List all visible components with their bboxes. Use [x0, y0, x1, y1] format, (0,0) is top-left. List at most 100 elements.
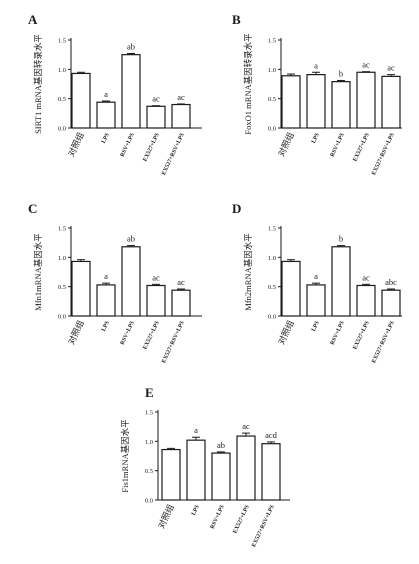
panel-a-sig-label: ac: [177, 92, 185, 102]
panel-d-bar: [306, 284, 326, 317]
panel-e-sig-label: acd: [265, 430, 278, 440]
panel-a-ytick-label: 0.5: [58, 96, 66, 103]
panel-b-category-label: EX527+RSV+LPS: [371, 132, 396, 176]
panel-c-ylabel: Mfn1mRNA基因水平: [33, 233, 43, 311]
panel-a-ytick-label: 0.0: [58, 126, 66, 133]
panel-b-bar: [306, 74, 326, 129]
panel-c-category-label: EX527+RSV+LPS: [161, 320, 186, 364]
panel-e-category-label: LPS: [191, 504, 201, 516]
panel-e-bar: [161, 448, 181, 501]
panel-b-sig-label: ac: [362, 60, 370, 70]
panel-e-bar: [186, 439, 206, 501]
panel-d-sig-label: ac: [362, 272, 370, 282]
panel-e-ylabel: Fis1mRNA基因水平: [120, 419, 130, 493]
panel-e-letter: E: [145, 385, 154, 400]
panel-d-ytick-label: 0.5: [268, 284, 276, 291]
panel-b-ylabel: FoxO1 mRNA基因转录水平: [243, 33, 253, 135]
panel-c-sig-label: ab: [127, 234, 135, 244]
panel-b-category-label: EX527+LPS: [352, 132, 370, 162]
panel-a-sig-label: ab: [127, 41, 135, 51]
panel-a-bar: [96, 101, 116, 129]
panel-d-category-label: EX527+RSV+LPS: [371, 320, 396, 364]
panel-d-sig-label: b: [339, 234, 343, 244]
panel-c-ytick-label: 0.5: [58, 284, 66, 291]
panel-c-category-label: EX527+LPS: [142, 320, 160, 350]
panel-b-bar: [331, 81, 351, 129]
panel-d-letter: D: [232, 201, 241, 216]
panel-e-bar: [211, 452, 231, 501]
panel-a-ytick-label: 1.5: [58, 38, 66, 45]
panel-b-bar: [281, 75, 301, 129]
panel-a-category-label: EX527+RSV+LPS: [161, 132, 186, 176]
panel-e-sig-label: ab: [217, 440, 225, 450]
panel-b-ytick-label: 0.5: [268, 96, 276, 103]
panel-c-bar: [71, 260, 91, 317]
panel-a-ytick-label: 1.0: [58, 67, 66, 74]
panel-b-ytick-label: 1.0: [268, 67, 276, 74]
panel-a-bar: [121, 54, 141, 129]
panel-d-bar: [331, 246, 351, 317]
panel-a-bar: [71, 72, 91, 129]
panel-a-category-label: EX527+LPS: [142, 132, 160, 162]
panel-d-ytick-label: 1.5: [268, 226, 276, 233]
panel-d-ytick-label: 1.0: [268, 255, 276, 262]
panel-a-bar: [171, 103, 191, 129]
panel-e-category-label: RSV+LPS: [210, 504, 226, 530]
panel-c-bar: [96, 284, 116, 317]
panel-c-category-label: LPS: [101, 320, 111, 332]
panel-a-sig-label: a: [104, 89, 108, 99]
panel-a-bar: [146, 105, 166, 129]
panel-e-category-label: 对照组: [156, 502, 176, 530]
panel-c-ytick-label: 0.0: [58, 314, 66, 321]
panel-c-bar: [121, 246, 141, 317]
panel-d-category-label: EX527+LPS: [352, 320, 370, 350]
panel-b-sig-label: b: [339, 68, 343, 78]
panel-e-category-label: EX527+RSV+LPS: [251, 504, 276, 548]
panel-b-category-label: LPS: [311, 132, 321, 144]
panel-c-ytick-label: 1.5: [58, 226, 66, 233]
panel-d-bar: [356, 284, 376, 317]
panel-d-category-label: RSV+LPS: [330, 320, 346, 346]
panel-d-sig-label: abc: [385, 277, 397, 287]
panel-e-bar: [261, 443, 281, 501]
panel-b-ytick-label: 1.5: [268, 38, 276, 45]
panel-e-ytick-label: 0.0: [145, 498, 153, 505]
panel-a-category-label: RSV+LPS: [120, 132, 136, 158]
panel-b-sig-label: a: [314, 60, 318, 70]
panel-d-category-label: LPS: [311, 320, 321, 332]
panel-e-sig-label: a: [194, 425, 198, 435]
panel-a-ylabel: SIRT1 mRNA基因转录水平: [33, 34, 43, 134]
panel-a-category-label: LPS: [101, 132, 111, 144]
panel-b-category-label: RSV+LPS: [330, 132, 346, 158]
panel-c-sig-label: ac: [177, 277, 185, 287]
panel-b-ytick-label: 0.0: [268, 126, 276, 133]
panel-b-letter: B: [232, 12, 241, 27]
panel-d-bar: [281, 260, 301, 317]
panel-a-category-label: 对照组: [66, 130, 86, 158]
panel-c-sig-label: a: [104, 271, 108, 281]
panel-c-letter: C: [28, 201, 37, 216]
panel-b-sig-label: ac: [387, 63, 395, 73]
panel-e-bar: [236, 435, 256, 501]
panel-d-ylabel: Mfn2mRNA基因水平: [243, 233, 253, 311]
panel-d-ytick-label: 0.0: [268, 314, 276, 321]
panel-c-bar: [146, 284, 166, 317]
panel-c-ytick-label: 1.0: [58, 255, 66, 262]
panel-e-ytick-label: 0.5: [145, 468, 153, 475]
panel-d-sig-label: a: [314, 271, 318, 281]
panel-a-sig-label: ac: [152, 94, 160, 104]
panel-e-ytick-label: 1.5: [145, 410, 153, 417]
panel-c-category-label: RSV+LPS: [120, 320, 136, 346]
panel-c-bar: [171, 289, 191, 317]
panel-e-ytick-label: 1.0: [145, 439, 153, 446]
panel-b-bar: [356, 71, 376, 129]
panel-c-sig-label: ac: [152, 272, 160, 282]
panel-e-sig-label: ac: [242, 421, 250, 431]
panel-d-bar: [381, 289, 401, 317]
panel-d-category-label: 对照组: [276, 318, 296, 346]
panel-c-category-label: 对照组: [66, 318, 86, 346]
panel-a-letter: A: [28, 12, 38, 27]
panel-e-category-label: EX527+LPS: [232, 504, 250, 534]
panel-b-bar: [381, 75, 401, 129]
